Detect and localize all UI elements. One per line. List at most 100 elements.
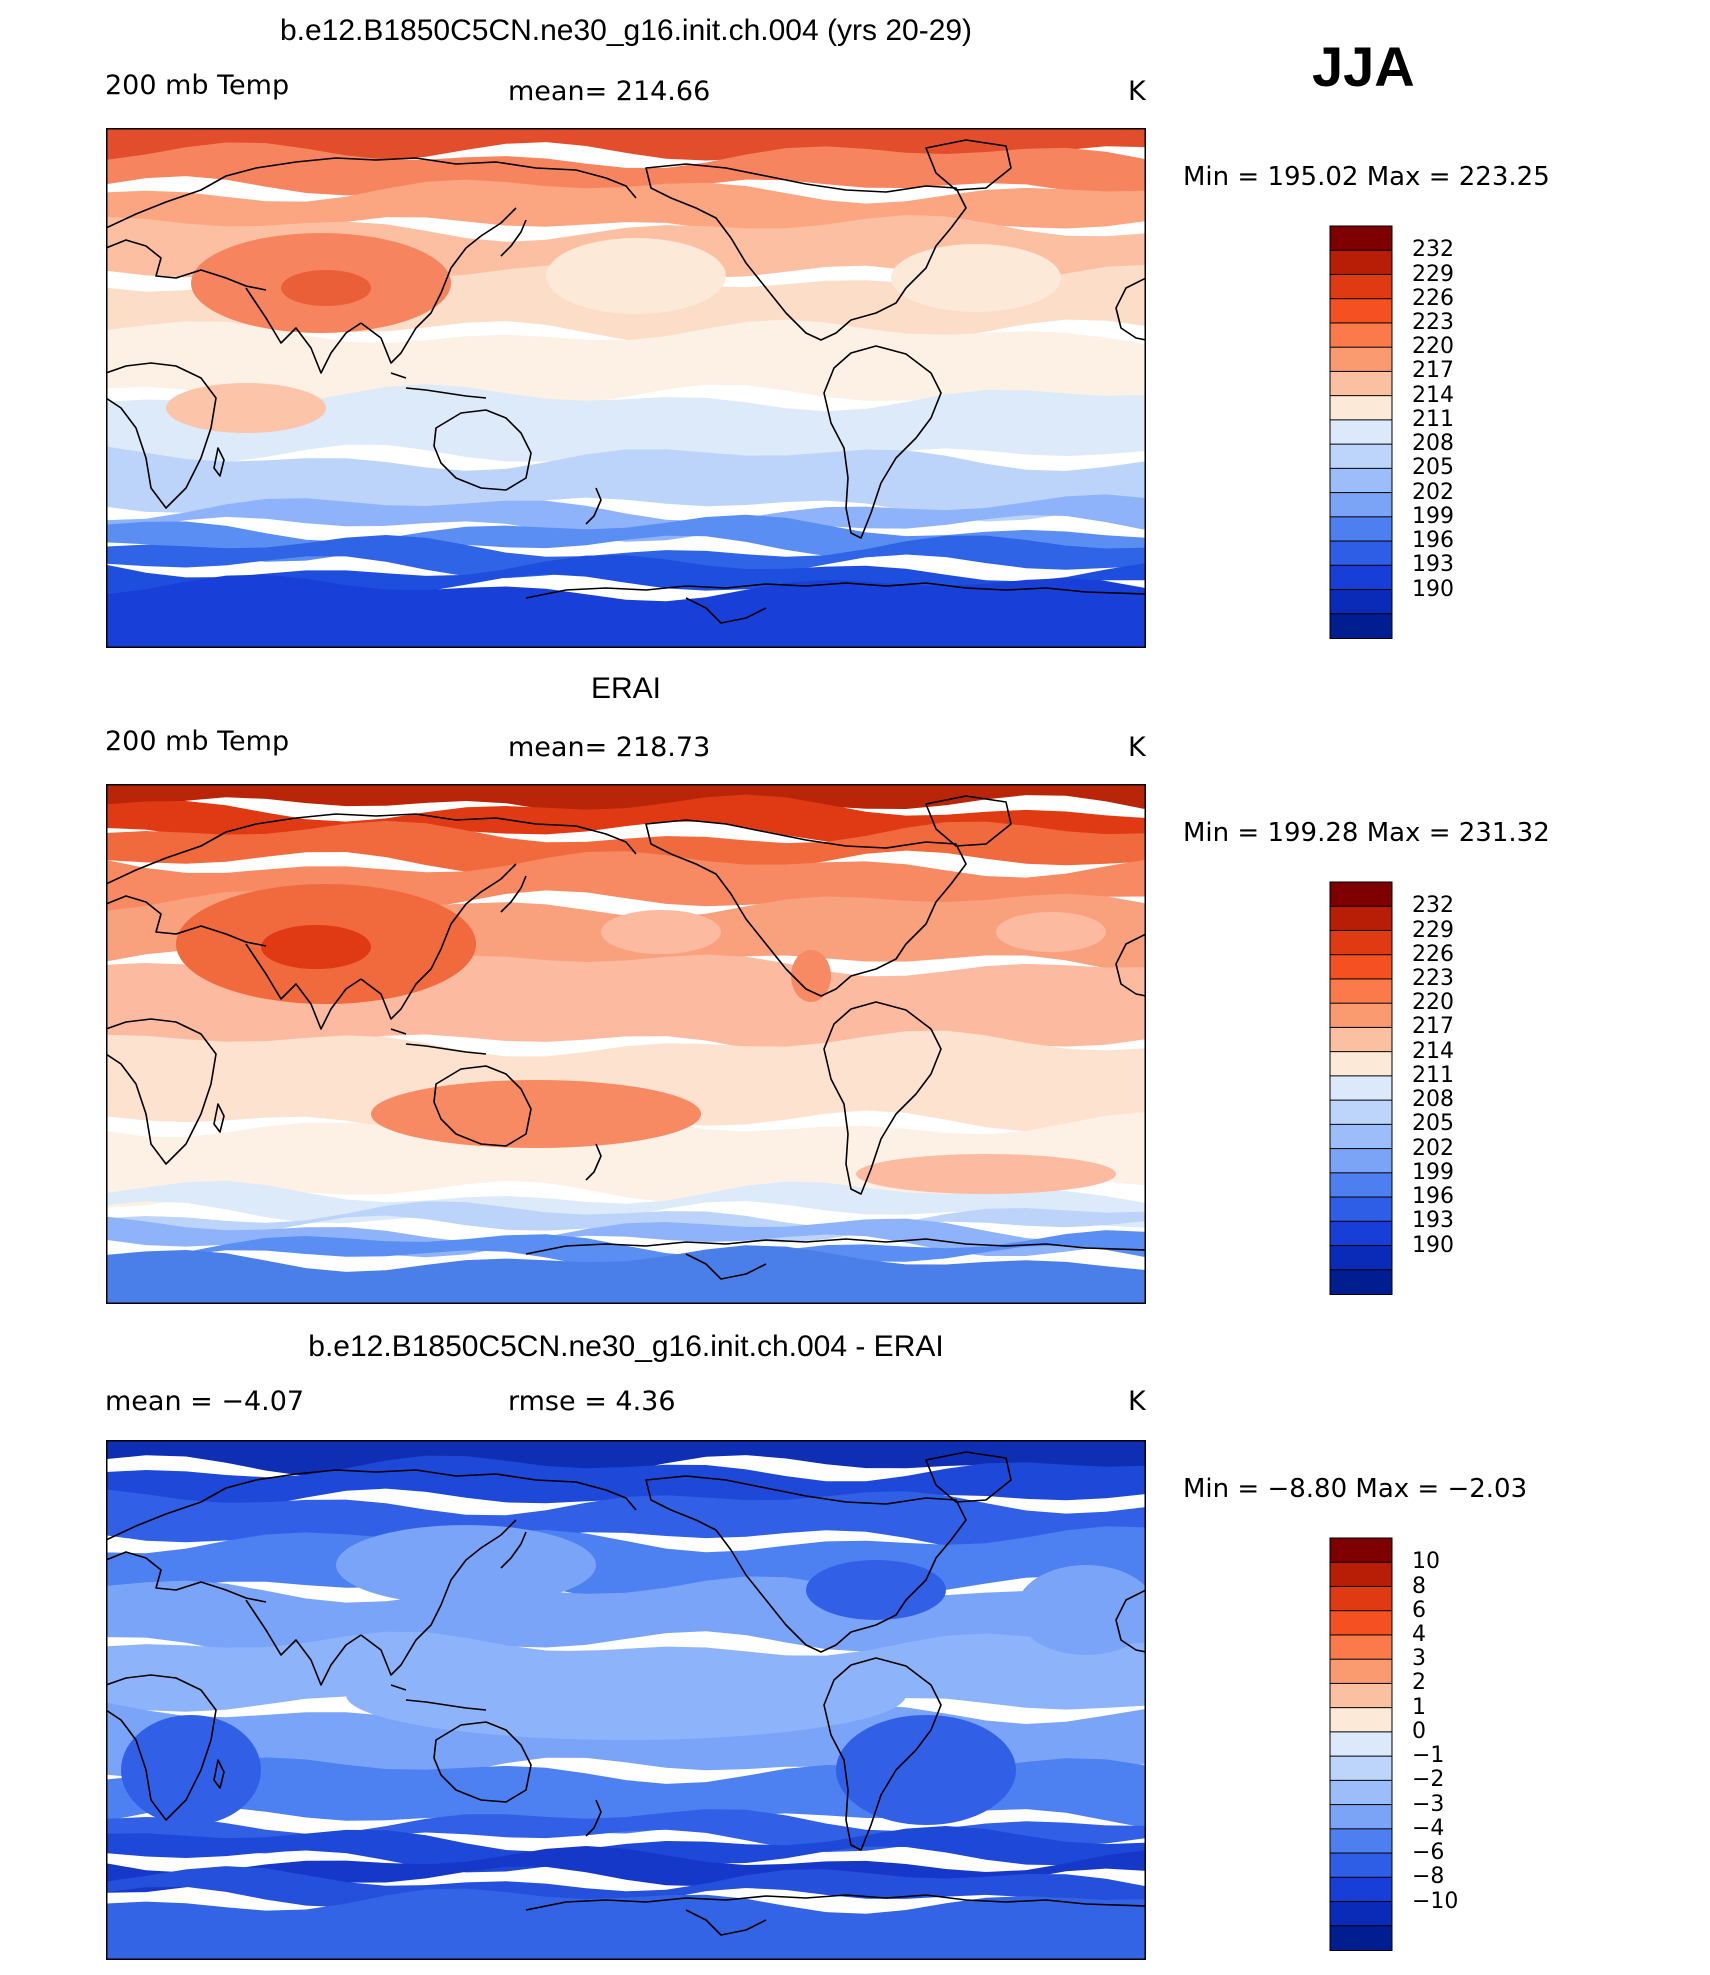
panel3-colorbar-swatch-10 [1329,1779,1393,1806]
panel1-colorbar-tick: 196 [1412,528,1454,554]
panel2-colorbar-swatch-16 [1329,1269,1393,1296]
panel3-colorbar-tick: −10 [1412,1888,1459,1914]
panel1-coastline-1 [106,239,267,291]
panel2-band-0 [106,784,1146,822]
panel1-coastline-10 [645,163,967,341]
panel3-coastline-14 [1115,1589,1146,1653]
panel2-colorbar-swatch-7 [1329,1051,1393,1077]
panel2-colorbar-swatch-14 [1329,1220,1393,1247]
panel1-colorbar-swatch-3 [1329,298,1393,324]
panel2-coastline-11 [925,795,1012,847]
panel3-coastline-11 [925,1451,1012,1503]
panel1-colorbar-swatch-7 [1329,395,1393,421]
panel1-title: b.e12.B1850C5CN.ne30_g16.init.ch.004 (yr… [279,14,973,47]
panel2-colorbar-swatch-11 [1329,1148,1393,1174]
panel1-colorbar-swatch-5 [1329,346,1393,373]
panel2-left-label: 200 mb Temp [105,726,290,757]
panel1-colorbar-swatch-8 [1329,419,1393,446]
panel3-colorbar-swatch-5 [1329,1658,1393,1685]
panel3-colorbar-tick: 6 [1412,1597,1426,1623]
panel2-coastline-6 [213,1103,225,1133]
panel1-coastline-11 [925,139,1012,191]
panel2-colorbar-swatch-12 [1329,1172,1393,1199]
panel1-band-8 [106,494,1146,542]
panel3-colorbar [1329,1537,1393,1952]
panel1-colorbar-swatch-1 [1329,249,1393,276]
panel1-left-label: 200 mb Temp [105,70,290,101]
panel1-colorbar-swatch-9 [1329,443,1393,470]
panel2-colorbar-tick: 223 [1412,965,1454,991]
panel3-map [106,1440,1146,1960]
panel1-coastline-5 [106,362,217,509]
panel3-coastline-12 [823,1657,942,1851]
panel2-colorbar-swatch-4 [1329,978,1393,1005]
panel3-colorbar-swatch-3 [1329,1610,1393,1636]
panel1-coastline-14 [1115,277,1146,341]
panel3-pacific-light [346,1650,906,1740]
panel2-mexico-warm [791,950,831,1002]
panel2-band-12 [106,1245,1146,1304]
panel2-colorbar-swatch-10 [1329,1123,1393,1150]
panel3-colorbar-tick: 10 [1412,1549,1440,1575]
panel2-band-2 [106,820,1146,874]
panel2-coastline-3 [360,863,517,1020]
panel3-colorbar-tick: −8 [1412,1864,1445,1890]
panel2-coastline-13 [525,1238,1146,1255]
panel1-coastline-8 [390,372,487,399]
panel2-pacific-cool [601,910,721,954]
panel3-sa-dark [836,1715,1016,1825]
panel2-colorbar-swatch-15 [1329,1245,1393,1271]
panel1-coastline-9 [585,487,602,525]
panel2-colorbar-svg [1329,881,1393,1296]
panel2-coastline-9 [585,1143,602,1181]
panel1-africa-warm [166,383,326,433]
panel2-colorbar-tick: 217 [1412,1014,1454,1040]
panel2-colorbar-swatch-8 [1329,1075,1393,1102]
panel1-mean-label: mean= 214.66 [508,76,711,107]
panel2-band-9 [106,1201,1146,1243]
panel1-band-5 [106,319,1146,411]
panel3-units: K [1128,1386,1146,1417]
panel2-atlantic-south-cool [856,1154,1116,1194]
panel2-units: K [1128,732,1146,763]
panel1-coastline-6 [213,447,225,477]
panel2-coastlines [106,795,1146,1280]
season-label: JJA [1312,35,1415,98]
panel3-coastline-9 [585,1799,602,1837]
panel1-colorbar-swatch-2 [1329,273,1393,300]
panel3-minmax: Min = −8.80 Max = −2.03 [1183,1474,1528,1504]
panel1-colorbar-tick: 211 [1412,406,1454,432]
panel3-coastline-7 [433,1721,532,1803]
panel1-colorbar-tick: 214 [1412,382,1454,408]
panel3-colorbar-swatch-13 [1329,1852,1393,1879]
panel1-coastline-12 [823,345,942,539]
panel1-coastline-4 [500,219,527,257]
panel2-coastline-0 [106,813,637,885]
panel2-colorbar-tick: 202 [1412,1135,1454,1161]
panel2-colorbar-swatch-0 [1329,881,1393,908]
panel2-colorbar-tick: 214 [1412,1038,1454,1064]
panel2-map-svg [106,784,1146,1304]
panel3-colorbar-swatch-0 [1329,1537,1393,1564]
panel3-colorbar-tick: 4 [1412,1621,1426,1647]
panel2-colorbar-tick: 232 [1412,893,1454,919]
panel2-coastline-2 [245,943,362,1030]
panel1-colorbar-swatch-11 [1329,492,1393,518]
panel3-colorbar-tick: −2 [1412,1767,1445,1793]
panel1-colorbar-swatch-16 [1329,613,1393,640]
panel2-colorbar [1329,881,1393,1296]
panel1-coastline-2 [245,287,362,374]
panel1-minmax: Min = 195.02 Max = 223.25 [1183,162,1550,192]
panel2-coastline-8 [390,1028,487,1055]
panel1-colorbar [1329,225,1393,640]
panel2-coastline-4 [500,875,527,913]
panel1-colorbar-tick: 232 [1412,237,1454,263]
panel2-coastline-10 [645,819,967,997]
panel2-coastline-15 [685,1253,767,1280]
panel3-colorbar-swatch-14 [1329,1876,1393,1903]
panel1-colorbar-swatch-4 [1329,322,1393,349]
panel1-map-svg [106,128,1146,648]
panel3-band-12 [106,1888,1146,1960]
panel3-coastline-1 [106,1551,267,1603]
panel1-colorbar-swatch-15 [1329,589,1393,615]
